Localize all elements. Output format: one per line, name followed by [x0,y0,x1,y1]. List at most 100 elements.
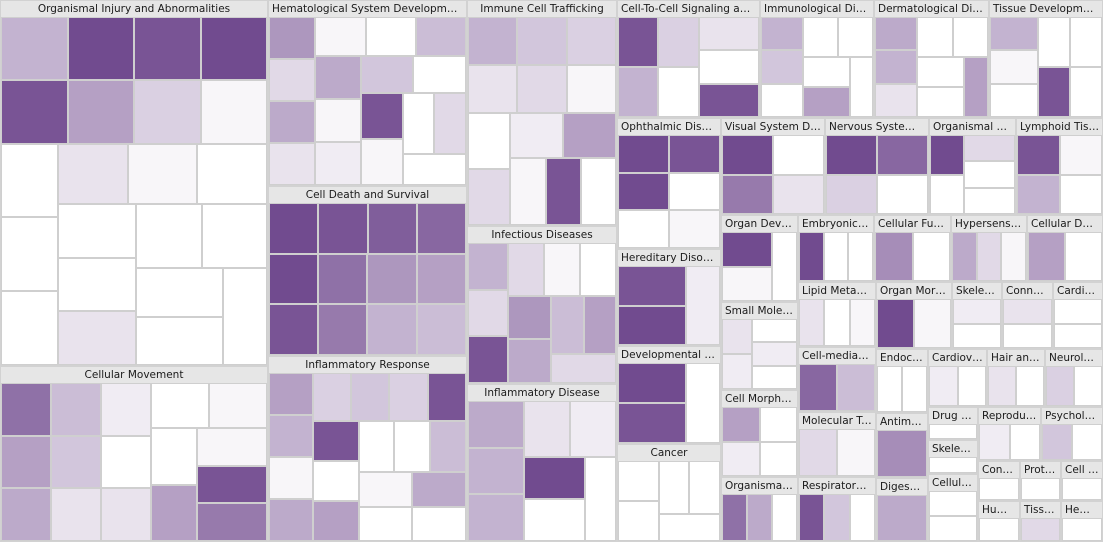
treemap-cell[interactable] [1021,518,1060,541]
treemap-group-digestive-system-development-and-function[interactable]: Digestive System Development and Functio… [877,479,927,541]
treemap-cell[interactable] [315,142,361,185]
treemap-cell[interactable] [669,135,720,173]
treemap-cell[interactable] [468,243,508,290]
treemap-cell[interactable] [838,17,873,57]
treemap-cell[interactable] [803,87,850,117]
treemap-cell[interactable] [686,363,720,443]
treemap-cell[interactable] [658,67,699,117]
treemap-cell[interactable] [413,56,466,93]
treemap-cell[interactable] [313,373,351,421]
treemap-cell[interactable] [1,383,51,436]
treemap-cell[interactable] [979,478,1019,500]
treemap-cell[interactable] [417,254,466,304]
treemap-cell[interactable] [546,158,581,225]
treemap-cell[interactable] [517,65,567,113]
treemap-cell[interactable] [929,516,977,541]
treemap-cell[interactable] [722,232,772,267]
treemap-group-endocrine-system-disorders[interactable]: Endocrine System Disorders [877,350,927,412]
treemap-cell[interactable] [799,494,824,541]
treemap-cell[interactable] [877,175,928,214]
treemap-group-hematopoiesis[interactable]: Hematopoiesis [1062,502,1102,541]
treemap-cell[interactable] [761,84,803,117]
treemap-cell[interactable] [201,17,267,80]
treemap-cell[interactable] [848,232,873,281]
treemap-cell[interactable] [699,50,759,84]
treemap-cell[interactable] [315,99,361,142]
treemap-cell[interactable] [1,80,68,144]
treemap-cell[interactable] [318,304,367,355]
treemap-cell[interactable] [1017,175,1060,214]
treemap-cell[interactable] [209,383,267,428]
treemap-group-reproductive-system-disease[interactable]: Reproductive System Disease [979,408,1040,460]
treemap-cell[interactable] [979,424,1010,460]
treemap-cell[interactable] [510,113,563,158]
treemap-cell[interactable] [58,311,136,365]
treemap-cell[interactable] [618,501,659,541]
treemap-cell[interactable] [551,296,584,354]
treemap-group-humoral-immune-response[interactable]: Humoral Immune Response [979,502,1019,541]
treemap-cell[interactable] [570,401,616,457]
treemap-cell[interactable] [136,317,223,365]
treemap-cell[interactable] [964,188,1015,214]
treemap-group-developmental-disorder[interactable]: Developmental Disorder [618,347,720,443]
treemap-cell[interactable] [201,80,267,144]
treemap-cell[interactable] [722,267,772,301]
treemap-cell[interactable] [747,494,772,541]
treemap-cell[interactable] [269,101,315,143]
treemap-cell[interactable] [318,254,367,304]
treemap-cell[interactable] [850,57,873,117]
treemap-group-cell-morphology[interactable]: Cell Morphology [722,391,797,476]
treemap-cell[interactable] [799,429,837,476]
treemap-group-hereditary-disorder[interactable]: Hereditary Disorder [618,250,720,345]
treemap-cell[interactable] [51,383,101,436]
treemap-cell[interactable] [134,17,201,80]
treemap-cell[interactable] [722,354,752,389]
treemap-cell[interactable] [761,50,803,84]
treemap-group-neurological-disease[interactable]: Neurological Disease [1046,350,1102,406]
treemap-cell[interactable] [658,17,699,67]
treemap-cell[interactable] [269,17,315,59]
treemap-cell[interactable] [964,57,988,117]
treemap-group-inflammatory-response[interactable]: Inflammatory Response [269,357,466,541]
treemap-group-cell-mediated-immune-response[interactable]: Cell-mediated Immune Response [799,348,875,411]
treemap-cell[interactable] [618,403,686,443]
treemap-cell[interactable] [952,232,977,281]
treemap-group-tissue-morphology[interactable]: Tissue Morphology [1021,502,1060,541]
treemap-cell[interactable] [366,17,416,56]
treemap-group-hypersensitivity-response[interactable]: Hypersensitivity Response [952,216,1026,281]
treemap-group-organismal-survival[interactable]: Organismal Survival [722,478,797,541]
treemap-group-cardiovascular-system-development-and-function[interactable]: Cardiovascular System Development and Fu… [1054,283,1102,348]
treemap-cell[interactable] [359,472,412,507]
treemap-cell[interactable] [990,50,1038,84]
treemap-cell[interactable] [1062,478,1102,500]
treemap-group-connective-tissue-disorders[interactable]: Connective Tissue Disorders [1003,283,1052,348]
treemap-group-hair-and-skin-development-and-function[interactable]: Hair and Skin Development and Function [988,350,1044,406]
treemap-cell[interactable] [361,93,403,139]
treemap-cell[interactable] [689,461,720,514]
treemap-cell[interactable] [58,204,136,258]
treemap-cell[interactable] [468,169,510,225]
treemap-cell[interactable] [824,299,850,346]
treemap-cell[interactable] [269,254,318,304]
treemap-cell[interactable] [875,17,917,50]
treemap-cell[interactable] [964,161,1015,188]
treemap-cell[interactable] [468,17,517,65]
treemap-cell[interactable] [699,17,759,50]
treemap-cell[interactable] [929,424,977,439]
treemap-cell[interactable] [803,17,838,57]
treemap-cell[interactable] [669,173,720,210]
treemap-cell[interactable] [315,56,361,99]
treemap-cell[interactable] [979,518,1019,541]
treemap-group-lymphoid-tissue-structure-and-development[interactable]: Lymphoid Tissue Structure and Developmen… [1017,119,1102,214]
treemap-cell[interactable] [722,175,773,214]
treemap-cell[interactable] [930,175,964,214]
treemap-cell[interactable] [990,17,1038,50]
treemap-cell[interactable] [351,373,389,421]
treemap-cell[interactable] [930,135,964,175]
treemap-cell[interactable] [389,373,428,421]
treemap-cell[interactable] [875,84,917,117]
treemap-group-cell-to-cell-signaling-and-interaction[interactable]: Cell-To-Cell Signaling and Interaction [618,1,759,117]
treemap-group-organismal-development[interactable]: Organismal Development [930,119,1015,214]
treemap-group-respiratory-disease[interactable]: Respiratory Disease [799,478,875,541]
treemap-cell[interactable] [618,306,686,345]
